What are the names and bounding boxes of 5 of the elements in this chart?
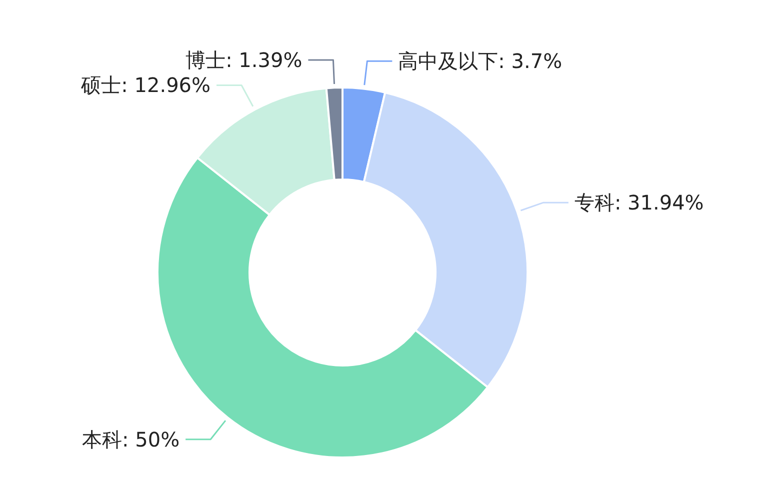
slice-label: 高中及以下: 3.7% [398,49,562,74]
slice-label: 博士: 1.39% [186,48,302,72]
slice-label: 本科: 50% [82,427,180,452]
slice-label: 硕士: 12.96% [80,73,211,98]
slice-label: 专科: 31.94% [574,190,704,215]
